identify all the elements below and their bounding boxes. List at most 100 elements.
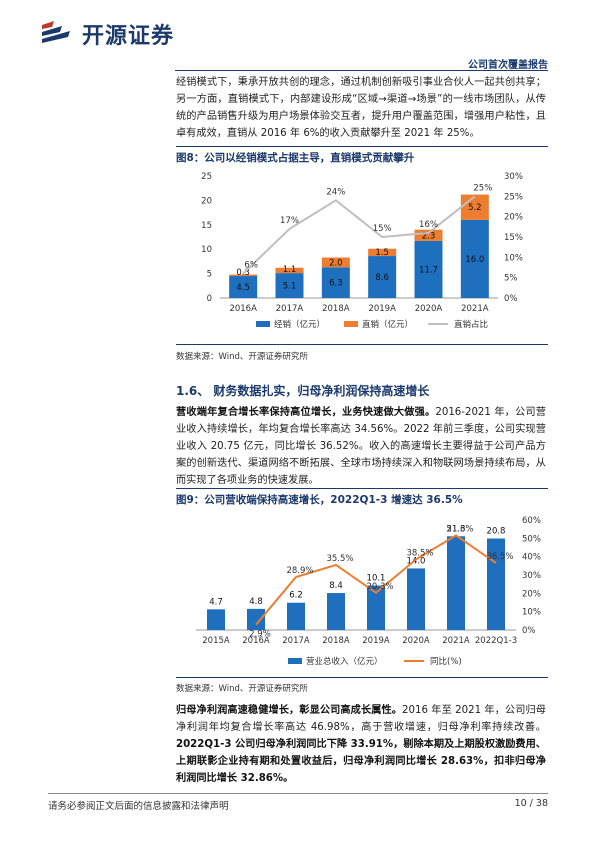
legend-dealer-swatch [256,321,270,327]
intro-paragraph: 经销模式下，秉承开放共创的理念，通过机制创新吸引事业合伙人一起共创共享；另一方面… [176,77,546,139]
yoy-label: 2.9% [249,630,271,640]
x-tick-label: 2017A [282,636,310,646]
bar-revenue [287,602,305,630]
figure9-chart: 0% 10% 20% 30% 40% 50% 60% 4.7 2015A 4.8 2016A 6.2 2… [196,516,541,667]
x-tick-label: 2016A [242,636,270,646]
figure9-source: 数据来源：Wind、开源证券研究所 [176,684,308,694]
y2-tick-label: 10% [504,253,523,263]
bar-revenue [447,536,465,630]
x-tick-label: 2017A [276,304,304,314]
x-tick-label: 2020A [402,636,430,646]
logo-icon [42,21,70,43]
profit-lead: 归母净利润高速稳健增长，彰显公司高成长属性。 [176,705,403,716]
report-tag: 公司首次覆盖报告 [468,60,548,71]
yoy-line [255,534,497,626]
bar-dealer [321,267,350,298]
bar-revenue-label: 20.8 [487,526,506,536]
yoy-label: 36.5% [486,552,513,562]
legend-direct-label: 直销（亿元） [362,319,413,330]
legend-yoy-label: 同比(%) [430,656,462,667]
bar-direct-label: 2.3 [422,231,436,241]
brand-logo: 开源证券 [40,18,174,50]
bar-direct-label: 2.0 [329,258,343,268]
bar-revenue [247,608,265,630]
x-tick-label: 2018A [322,304,350,314]
bar-dealer-label: 6.3 [329,279,343,289]
legend-dealer-label: 经销（亿元） [274,319,325,330]
bar-direct [368,248,397,257]
y2-tick-label: 0% [522,626,536,636]
x-tick-label: 2019A [368,304,396,314]
y-tick-label: 15 [201,221,212,231]
yoy-label: 51.6% [446,524,473,534]
legend-revenue-swatch [288,658,302,664]
profit-body: 2016 年至 2021 年，公司归母净利润年均复合增长率高达 46.98%，高… [176,705,546,733]
y2-tick-label: 20% [504,213,523,223]
bar-revenue-label: 21.3 [447,524,466,534]
bar-dealer-label: 11.7 [419,265,438,275]
y-tick-label: 25 [201,172,212,182]
yoy-label: 28.9% [286,566,313,576]
bar-dealer-label: 4.5 [236,283,250,293]
y2-tick-label: 25% [504,192,523,202]
legend-revenue-label: 营业总收入（亿元） [306,656,383,667]
footer-disclaimer: 请务必参阅正文后面的信息披露和法律声明 [48,801,229,812]
bar-revenue [207,609,225,630]
bar-direct [414,229,443,241]
bar-revenue-label: 8.4 [329,581,343,591]
x-tick-label: 2021A [461,304,489,314]
bar-direct [321,257,350,268]
bar-direct [229,274,258,277]
x-tick-label: 2016A [229,304,257,314]
share-label: 15% [373,224,392,234]
bar-revenue-label: 4.7 [209,597,223,607]
y2-tick-label: 10% [522,608,541,618]
page-number: 10 / 38 [514,798,548,809]
yoy-label: 20.3% [366,582,393,592]
y-tick-label: 0 [207,294,212,304]
footer-divider [48,793,548,794]
bar-revenue [327,593,345,630]
y2-tick-label: 30% [522,571,541,581]
figure8-chart: 05101520250%5%10%15%20%25%30%4.50.32016A… [201,172,523,330]
y2-tick-label: 30% [504,172,523,182]
x-tick-label: 2015A [202,636,230,646]
bar-revenue [487,538,505,630]
bar-dealer [275,273,304,298]
bar-dealer-label: 8.6 [375,273,389,283]
y2-tick-label: 60% [522,516,541,526]
bar-revenue-label: 4.8 [249,597,263,607]
x-tick-label: 2021A [442,636,470,646]
x-tick-label: 2020A [415,304,443,314]
bar-revenue-label: 6.2 [289,591,303,601]
legend-share-label: 直销占比 [454,319,488,330]
share-label: 25% [473,183,492,193]
x-tick-label: 2019A [362,636,390,646]
bar-revenue [407,568,425,630]
y2-tick-label: 15% [504,233,523,243]
revenue-lead: 营收端年复合增长率保持高位增长，业务快速做大做强。 [176,407,436,418]
header-divider [175,70,548,71]
bar-dealer [229,276,258,298]
bar-direct [460,194,489,220]
y2-tick-label: 50% [522,534,541,544]
bar-dealer-label: 16.0 [465,255,484,265]
figure9-bottom-rule [176,677,548,678]
y2-tick-label: 5% [504,274,518,284]
share-label: 24% [326,187,345,197]
y2-tick-label: 40% [522,553,541,563]
bar-direct-label: 5.2 [468,203,482,213]
share-label: 16% [419,220,438,230]
revenue-body: 2016-2021 年，公司营业收入持续增长，年均复合增长率高达 34.56%。… [176,407,546,486]
y2-tick-label: 20% [522,589,541,599]
profit-paragraph: 归母净利润高速稳健增长，彰显公司高成长属性。2016 年至 2021 年，公司归… [176,702,546,787]
share-line [242,195,476,275]
revenue-paragraph: 营收端年复合增长率保持高位增长，业务快速做大做强。2016-2021 年，公司营… [176,404,546,489]
figure8-bottom-rule [176,344,548,345]
bar-dealer-label: 5.1 [283,282,297,292]
legend-direct-swatch [344,321,358,327]
bar-direct-label: 1.5 [375,248,389,258]
y-tick-label: 10 [201,245,212,255]
bar-direct-label: 1.1 [283,265,297,275]
figure8-source: 数据来源：Wind、开源证券研究所 [176,352,308,362]
